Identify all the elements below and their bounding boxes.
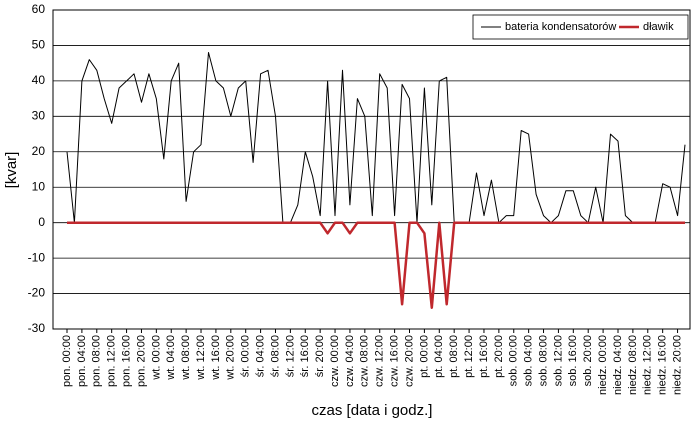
x-tick-label: czw. 04:00 bbox=[344, 335, 356, 387]
x-tick-label: niedz. 20:00 bbox=[671, 335, 683, 395]
x-tick-label: pon. 16:00 bbox=[120, 335, 132, 387]
y-tick-label: 40 bbox=[32, 73, 46, 87]
x-tick-label: czw. 16:00 bbox=[389, 335, 401, 387]
legend-label: dławik bbox=[643, 21, 674, 33]
x-tick-label: pon. 08:00 bbox=[91, 335, 103, 387]
plot-frame bbox=[52, 9, 691, 330]
x-tick-label: śr. 00:00 bbox=[240, 335, 252, 377]
x-tick-label: wt. 00:00 bbox=[150, 335, 162, 381]
x-tick-label: czw. 20:00 bbox=[403, 335, 415, 387]
x-tick-label: sob. 00:00 bbox=[508, 335, 520, 386]
x-tick-label: wt. 04:00 bbox=[165, 335, 177, 381]
x-tick-label: śr. 12:00 bbox=[284, 335, 296, 377]
legend-box bbox=[472, 14, 689, 40]
x-tick-label: niedz. 00:00 bbox=[597, 335, 609, 395]
x-tick-label: niedz. 12:00 bbox=[642, 335, 654, 395]
y-tick-label: -10 bbox=[28, 250, 46, 264]
x-tick-label: pon. 00:00 bbox=[61, 335, 73, 387]
y-tick-label: 0 bbox=[38, 215, 45, 229]
y-tick-label: 20 bbox=[32, 144, 46, 158]
x-tick-label: sob. 04:00 bbox=[523, 335, 535, 386]
series-line bbox=[66, 52, 686, 224]
x-tick-label: pt. 16:00 bbox=[478, 335, 490, 378]
y-tick-label: 50 bbox=[32, 38, 46, 52]
x-tick-label: pon. 04:00 bbox=[76, 335, 88, 387]
y-axis-title: [kvar] bbox=[3, 152, 20, 189]
x-tick-label: śr. 08:00 bbox=[269, 335, 281, 377]
x-tick-label: niedz. 08:00 bbox=[627, 335, 639, 395]
legend-label: bateria kondensatorów bbox=[505, 21, 616, 33]
x-tick-label: śr. 20:00 bbox=[314, 335, 326, 377]
x-tick-label: pt. 00:00 bbox=[418, 335, 430, 378]
x-tick-label: wt. 20:00 bbox=[225, 335, 237, 381]
x-tick-label: czw. 08:00 bbox=[359, 335, 371, 387]
y-tick-label: 30 bbox=[32, 109, 46, 123]
series-line bbox=[67, 221, 685, 309]
x-tick-label: niedz. 16:00 bbox=[657, 335, 669, 395]
x-tick-label: wt. 08:00 bbox=[180, 335, 192, 381]
x-tick-label: pon. 12:00 bbox=[106, 335, 118, 387]
x-tick-label: sob. 16:00 bbox=[567, 335, 579, 386]
x-axis-title: czas [data i godz.] bbox=[312, 402, 433, 419]
x-tick-label: pt. 04:00 bbox=[433, 335, 445, 378]
y-tick-label: 10 bbox=[32, 179, 46, 193]
x-tick-label: sob. 12:00 bbox=[552, 335, 564, 386]
x-tick-label: sob. 20:00 bbox=[582, 335, 594, 386]
y-tick-label: 60 bbox=[32, 2, 46, 16]
y-tick-label: -30 bbox=[28, 321, 46, 335]
x-tick-label: śr. 16:00 bbox=[299, 335, 311, 377]
x-tick-label: niedz. 04:00 bbox=[612, 335, 624, 395]
x-tick-label: pt. 08:00 bbox=[448, 335, 460, 378]
x-tick-label: wt. 12:00 bbox=[195, 335, 207, 381]
x-tick-label: czw. 00:00 bbox=[329, 335, 341, 387]
x-tick-label: sob. 08:00 bbox=[537, 335, 549, 386]
x-tick-label: wt. 16:00 bbox=[210, 335, 222, 381]
x-tick-label: pt. 20:00 bbox=[493, 335, 505, 378]
x-tick-label: pt. 12:00 bbox=[463, 335, 475, 378]
x-tick-label: śr. 04:00 bbox=[254, 335, 266, 377]
x-tick-label: pon. 20:00 bbox=[135, 335, 147, 387]
x-tick-label: czw. 12:00 bbox=[374, 335, 386, 387]
y-tick-label: -20 bbox=[28, 286, 46, 300]
